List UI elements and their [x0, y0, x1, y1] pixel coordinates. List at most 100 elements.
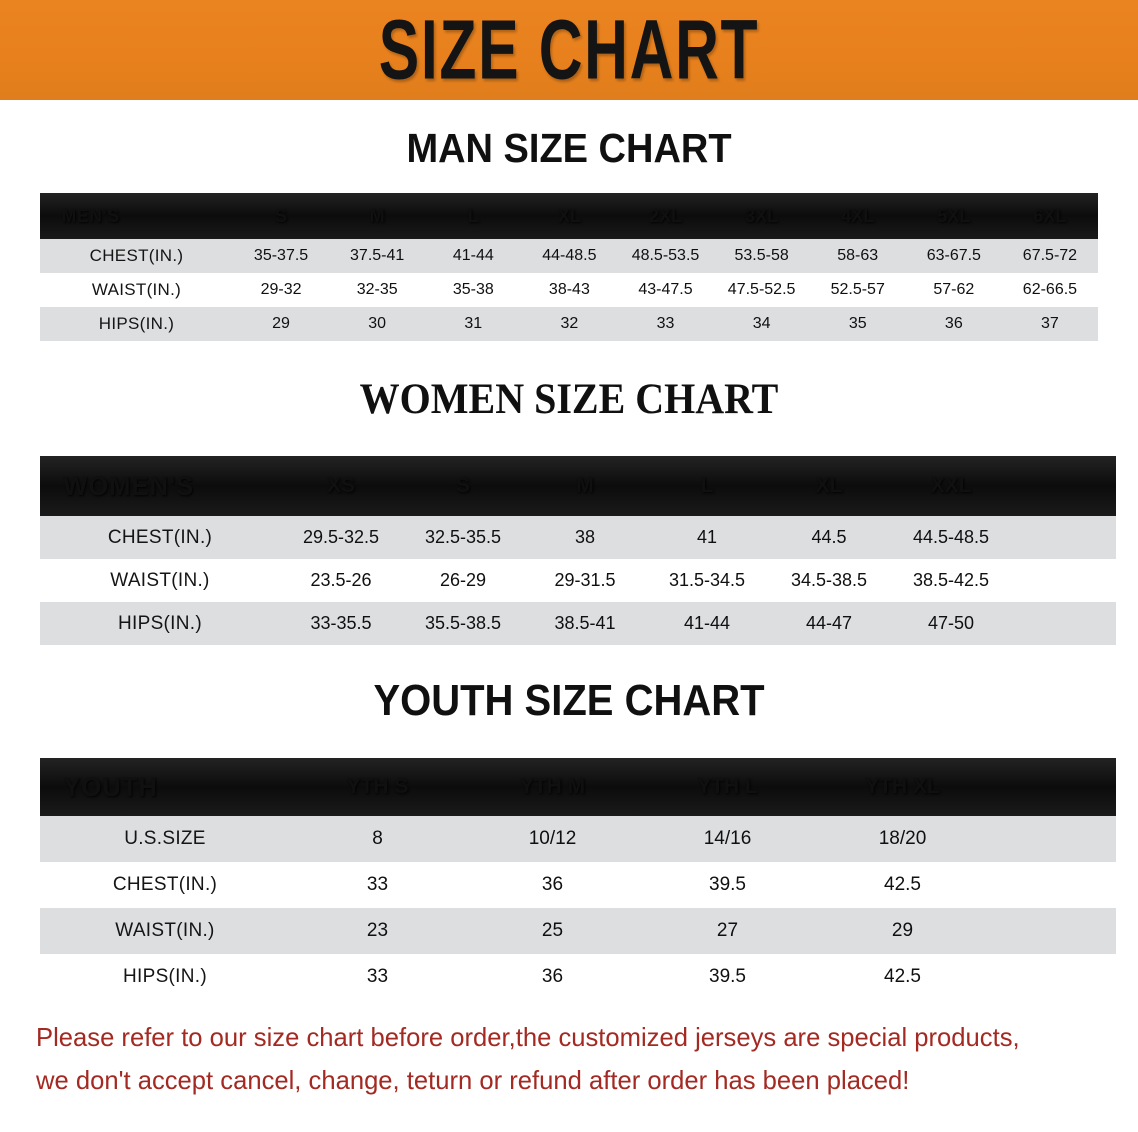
spacer [0, 341, 1138, 375]
youth-row-label-hips: HIPS(IN.) [123, 966, 207, 987]
table-cell: 58-63 [837, 247, 879, 264]
table-cell-empty [990, 954, 1116, 1000]
man-table-wrapper: MEN'S S M L XL 2XL 3XL 4XL 5XL 6XL CHEST… [40, 193, 1098, 341]
man-table-body: CHEST(IN.) 35-37.5 37.5-41 41-44 44-48.5… [40, 239, 1098, 341]
table-cell: 18/20 [878, 828, 927, 849]
youth-size-table: YOUTH YTH S YTH M YTH L YTH XL U.S.SIZE … [40, 758, 1116, 1000]
man-row-label-waist: WAIST(IN.) [91, 280, 182, 299]
man-col-s: S [275, 205, 288, 226]
table-cell: 41-44 [683, 613, 731, 633]
table-cell: 42.5 [884, 966, 921, 987]
women-col-s: S [455, 474, 470, 497]
table-cell: 52.5-57 [830, 281, 885, 298]
table-cell: 39.5 [709, 874, 746, 895]
table-cell: 36 [541, 966, 564, 987]
disclaimer-line-2: we don't accept cancel, change, teturn o… [36, 1064, 910, 1095]
man-col-5xl: 5XL [937, 205, 971, 226]
table-cell: 47-50 [927, 613, 975, 633]
women-col-l: L [700, 474, 714, 497]
table-cell: 8 [372, 828, 383, 849]
youth-section-title: YOUTH SIZE CHART [373, 677, 765, 725]
spacer [0, 724, 1138, 758]
table-cell: 41-44 [452, 247, 494, 264]
man-col-l: L [467, 205, 479, 226]
youth-row-label-waist: WAIST(IN.) [115, 920, 215, 941]
table-cell-empty [1012, 516, 1116, 559]
table-cell: 57-62 [933, 281, 975, 298]
table-cell-empty [990, 816, 1116, 862]
table-cell: 29 [272, 315, 290, 332]
table-cell: 44-48.5 [542, 247, 597, 264]
man-col-6xl: 6XL [1033, 205, 1067, 226]
spacer [0, 645, 1138, 679]
youth-header-row: YOUTH YTH S YTH M YTH L YTH XL [40, 758, 1116, 816]
table-cell: 35.5-38.5 [424, 613, 502, 633]
table-cell: 36 [944, 315, 963, 332]
table-cell: 38-43 [548, 281, 590, 298]
table-cell: 43-47.5 [638, 281, 693, 298]
youth-row-label-chest: CHEST(IN.) [112, 874, 218, 895]
table-row: CHEST(IN.) 33 36 39.5 42.5 [40, 862, 1116, 908]
youth-table-head: YOUTH YTH S YTH M YTH L YTH XL [40, 758, 1116, 816]
table-cell: 30 [368, 315, 387, 332]
spacer [0, 422, 1138, 456]
table-cell: 37 [1041, 315, 1059, 332]
man-table-head: MEN'S S M L XL 2XL 3XL 4XL 5XL 6XL [40, 193, 1098, 239]
table-cell: 32-35 [356, 281, 398, 298]
women-col-xxl: XXL [930, 474, 972, 497]
table-cell: 29.5-32.5 [302, 527, 380, 547]
youth-col-s: YTH S [346, 775, 409, 798]
table-cell: 53.5-58 [734, 247, 789, 264]
table-cell-empty [1012, 602, 1116, 645]
women-section-title: WOMEN SIZE CHART [359, 374, 779, 423]
page-banner: SIZE CHART [0, 0, 1138, 100]
women-col-filler [1012, 456, 1116, 516]
table-row: U.S.SIZE 8 10/12 14/16 18/20 [40, 816, 1116, 862]
disclaimer-note: Please refer to our size chart before or… [36, 1016, 1086, 1102]
table-cell: 33 [656, 315, 675, 332]
man-col-2xl: 2XL [648, 205, 682, 226]
table-cell: 31 [464, 315, 483, 332]
man-col-3xl: 3XL [745, 205, 779, 226]
youth-col-filler [990, 758, 1116, 816]
table-cell: 26-29 [439, 570, 487, 590]
table-cell: 44.5-48.5 [912, 527, 990, 547]
women-table-wrapper: WOMEN'S XS S M L XL XXL CHEST(IN.) 29.5-… [40, 456, 1116, 645]
disclaimer-line-1: Please refer to our size chart before or… [36, 1022, 1020, 1052]
table-cell: 34.5-38.5 [790, 570, 868, 590]
table-cell: 33 [366, 874, 389, 895]
table-row: WAIST(IN.) 23 25 27 29 [40, 908, 1116, 954]
table-row: HIPS(IN.) 29 30 31 32 33 34 35 36 37 [40, 307, 1098, 341]
spacer [0, 171, 1138, 193]
page-title: SIZE CHART [378, 2, 760, 97]
man-header-row: MEN'S S M L XL 2XL 3XL 4XL 5XL 6XL [40, 193, 1098, 239]
table-cell: 41 [696, 527, 718, 547]
table-cell: 38 [574, 527, 596, 547]
table-cell: 27 [716, 920, 739, 941]
youth-col-xl: YTH XL [865, 775, 940, 798]
table-cell: 25 [541, 920, 564, 941]
table-cell-empty [990, 862, 1116, 908]
women-row-label-chest: CHEST(IN.) [107, 526, 213, 548]
table-cell: 36 [541, 874, 564, 895]
table-cell: 47.5-52.5 [727, 281, 796, 298]
youth-row-label-ussize: U.S.SIZE [124, 828, 206, 849]
table-cell: 67.5-72 [1022, 247, 1078, 264]
table-cell: 10/12 [528, 828, 577, 849]
man-size-table: MEN'S S M L XL 2XL 3XL 4XL 5XL 6XL CHEST… [40, 193, 1098, 341]
women-size-table: WOMEN'S XS S M L XL XXL CHEST(IN.) 29.5-… [40, 456, 1116, 645]
man-col-xl: XL [557, 205, 581, 226]
table-row: CHEST(IN.) 35-37.5 37.5-41 41-44 44-48.5… [40, 239, 1098, 273]
man-col-4xl: 4XL [841, 205, 875, 226]
women-row-label-hips: HIPS(IN.) [118, 612, 202, 634]
women-table-body: CHEST(IN.) 29.5-32.5 32.5-35.5 38 41 44.… [40, 516, 1116, 645]
table-cell: 62-66.5 [1022, 281, 1078, 298]
table-row: HIPS(IN.) 33 36 39.5 42.5 [40, 954, 1116, 1000]
table-cell: 34 [752, 315, 771, 332]
man-row-label-hips: HIPS(IN.) [98, 314, 175, 333]
women-table-head: WOMEN'S XS S M L XL XXL [40, 456, 1116, 516]
man-corner-label: MEN'S [61, 205, 121, 226]
table-cell: 32.5-35.5 [424, 527, 502, 547]
table-cell: 38.5-42.5 [912, 570, 990, 590]
women-corner-label: WOMEN'S [63, 470, 195, 501]
